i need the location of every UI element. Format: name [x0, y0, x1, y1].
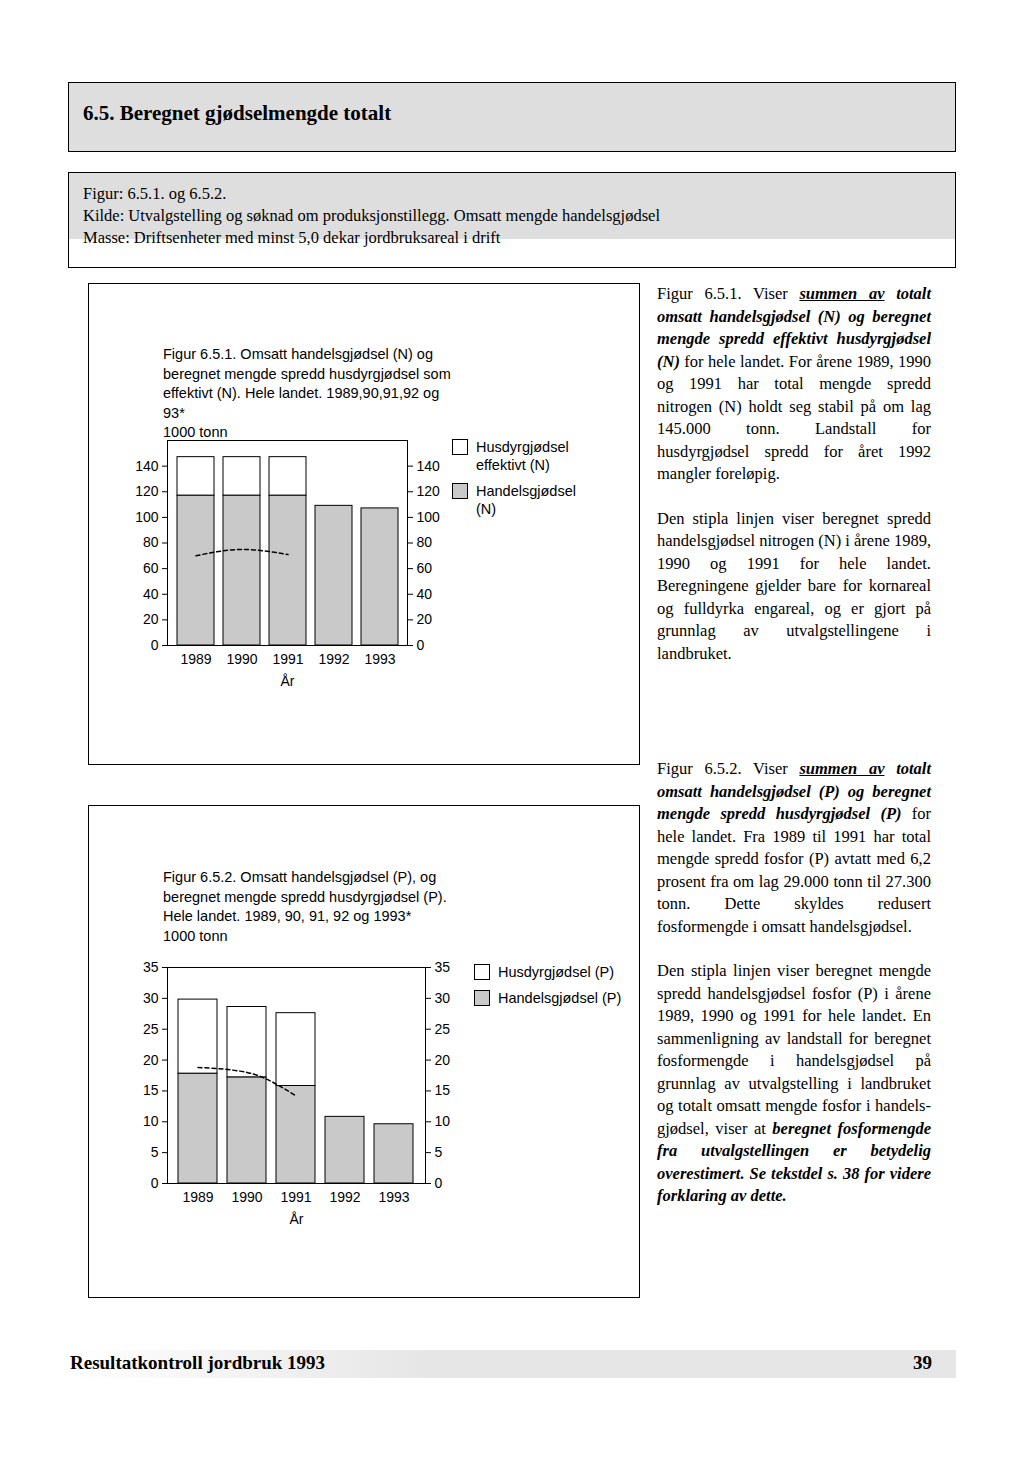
svg-text:1989: 1989: [182, 1189, 213, 1205]
svg-text:År: År: [290, 1211, 304, 1227]
svg-text:60: 60: [143, 560, 159, 576]
svg-text:10: 10: [435, 1113, 451, 1129]
svg-text:1989: 1989: [180, 651, 211, 667]
svg-text:1993: 1993: [378, 1189, 409, 1205]
svg-text:35: 35: [435, 959, 451, 975]
svg-text:15: 15: [435, 1082, 451, 1098]
svg-text:1991: 1991: [280, 1189, 311, 1205]
html-text:Figur 6.5.2. Viser summen av t: Figur 6.5.2. Viser summen av totalt omsa…: [657, 759, 931, 936]
svg-text:20: 20: [435, 1052, 451, 1068]
html-text:6.5. Beregnet gjødselmengde to: 6.5. Beregnet gjødselmengde totalt: [83, 101, 392, 125]
svg-text:20: 20: [143, 1052, 159, 1068]
svg-text:120: 120: [135, 483, 159, 499]
svg-text:5: 5: [151, 1144, 159, 1160]
svg-text:0: 0: [435, 1175, 443, 1191]
html-text:Resultatkontroll jordbruk 1993: Resultatkontroll jordbruk 1993: [70, 1352, 326, 1373]
svg-text:80: 80: [143, 534, 159, 550]
svg-text:120: 120: [417, 483, 441, 499]
svg-text:100: 100: [417, 509, 441, 525]
svg-text:1990: 1990: [231, 1189, 262, 1205]
svg-text:40: 40: [143, 586, 159, 602]
html-text:Masse: Driftsenheter med minst: Masse: Driftsenheter med minst 5,0 dekar…: [83, 228, 501, 247]
svg-text:25: 25: [435, 1021, 451, 1037]
html-text:39: 39: [913, 1352, 932, 1373]
svg-text:30: 30: [143, 990, 159, 1006]
svg-text:10: 10: [143, 1113, 159, 1129]
html-text:Figur: 6.5.1. og 6.5.2.: Figur: 6.5.1. og 6.5.2.: [83, 184, 227, 203]
svg-text:0: 0: [151, 637, 159, 653]
svg-text:1992: 1992: [318, 651, 349, 667]
svg-text:0: 0: [151, 1175, 159, 1191]
svg-text:25: 25: [143, 1021, 159, 1037]
html-text:Figur 6.5.1. Viser summen av t: Figur 6.5.1. Viser summen av totalt omsa…: [657, 284, 931, 483]
svg-text:35: 35: [143, 959, 159, 975]
html-text:1000 tonn: 1000 tonn: [163, 927, 228, 944]
svg-text:60: 60: [417, 560, 433, 576]
html-text:Husdyrgjødsel effektivt (N): Husdyrgjødsel effektivt (N): [476, 439, 569, 473]
svg-text:År: År: [281, 673, 295, 689]
html-text:Handelsgjødsel (N): Handelsgjødsel (N): [476, 483, 576, 517]
svg-text:100: 100: [135, 509, 159, 525]
svg-text:1991: 1991: [272, 651, 303, 667]
svg-text:5: 5: [435, 1144, 443, 1160]
svg-text:1990: 1990: [226, 651, 257, 667]
svg-text:80: 80: [417, 534, 433, 550]
svg-text:20: 20: [143, 611, 159, 627]
html-text:Den stipla linjen viser beregn: Den stipla linjen viser beregnet spredd …: [657, 508, 931, 663]
html-text:Handelsgjødsel (P): Handelsgjødsel (P): [498, 990, 622, 1006]
svg-text:1992: 1992: [329, 1189, 360, 1205]
html-text:Figur 6.5.1. Omsatt handelsgjø: Figur 6.5.1. Omsatt handelsgjødsel (N) o…: [163, 346, 451, 421]
svg-text:30: 30: [435, 990, 451, 1006]
svg-text:40: 40: [417, 586, 433, 602]
html-text:Kilde: Utvalgstelling og søkna: Kilde: Utvalgstelling og søknad om produ…: [83, 206, 660, 225]
html-text:1000 tonn: 1000 tonn: [163, 424, 228, 440]
html-text:Husdyrgjødsel (P): Husdyrgjødsel (P): [498, 964, 614, 980]
html-text:Figur 6.5.2. Omsatt handelsgjø: Figur 6.5.2. Omsatt handelsgjødsel (P), …: [163, 869, 447, 924]
svg-text:140: 140: [417, 458, 441, 474]
svg-text:20: 20: [417, 611, 433, 627]
html-text:Den stipla linjen viser beregn: Den stipla linjen viser beregnet mengde …: [657, 961, 931, 1205]
svg-text:1993: 1993: [364, 651, 395, 667]
svg-text:15: 15: [143, 1082, 159, 1098]
svg-text:140: 140: [135, 458, 159, 474]
svg-text:0: 0: [417, 637, 425, 653]
